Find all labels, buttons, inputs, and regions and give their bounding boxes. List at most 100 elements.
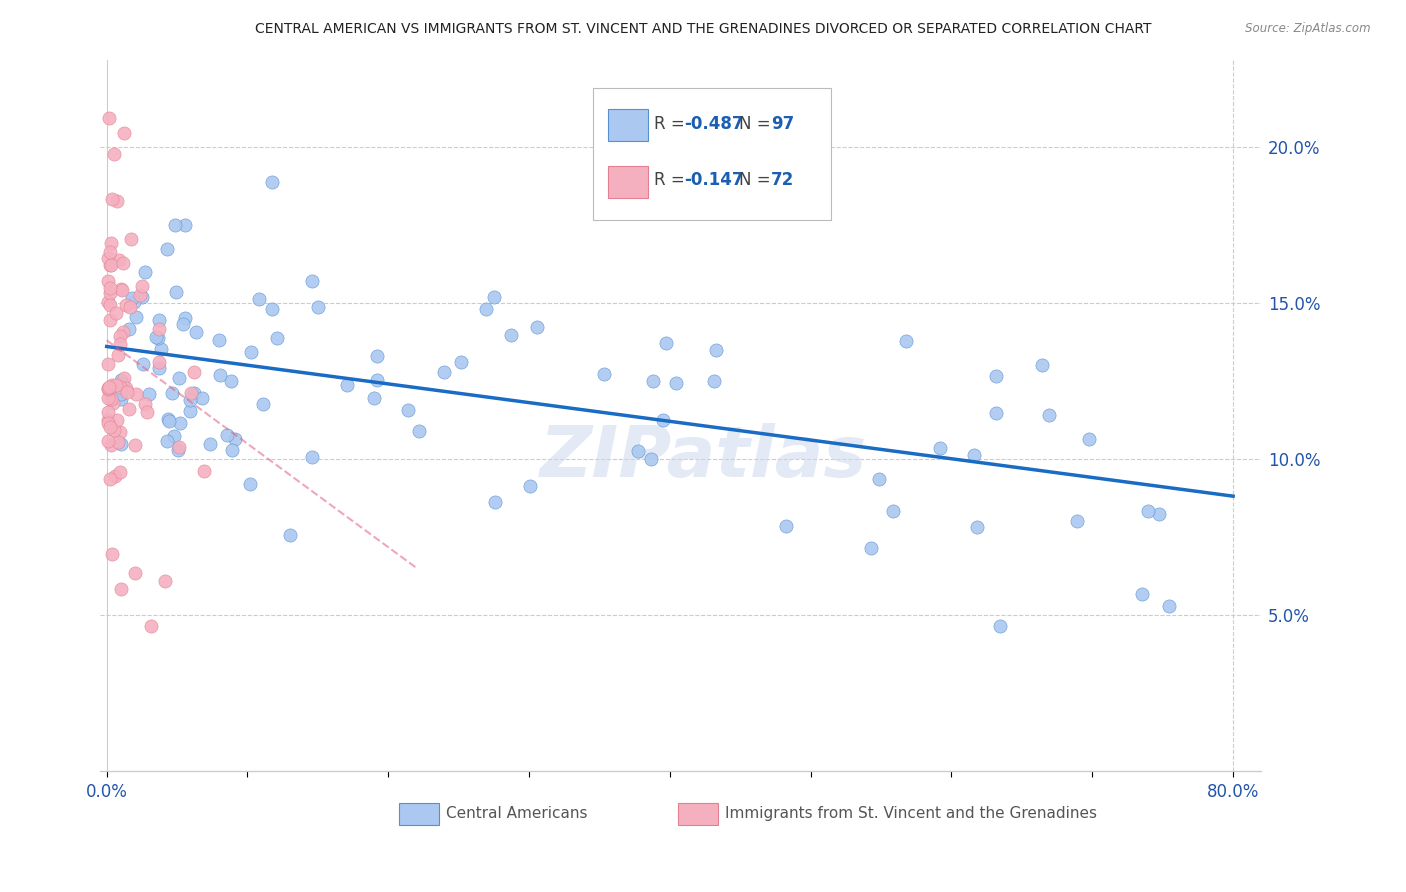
Point xyxy=(110,373,132,387)
Point xyxy=(704,343,727,357)
Point xyxy=(134,265,156,279)
Point xyxy=(108,329,131,343)
Point xyxy=(526,320,548,334)
Point xyxy=(166,442,188,457)
Point xyxy=(301,450,323,464)
Point xyxy=(97,357,120,371)
Point xyxy=(1078,432,1101,446)
Point xyxy=(107,434,129,449)
Point xyxy=(165,285,187,300)
Point xyxy=(129,288,152,302)
Point xyxy=(100,392,122,406)
Point xyxy=(180,386,202,401)
Point xyxy=(101,192,124,206)
Point xyxy=(266,331,288,345)
Point xyxy=(132,357,155,371)
Point xyxy=(163,218,186,232)
Point xyxy=(97,413,120,427)
Point xyxy=(221,442,243,457)
Point xyxy=(97,295,120,310)
Point xyxy=(100,258,122,272)
Point xyxy=(167,440,190,454)
Point xyxy=(191,391,214,405)
Point xyxy=(208,368,231,383)
Point xyxy=(219,374,242,388)
Point xyxy=(111,283,134,297)
Text: 97: 97 xyxy=(770,114,794,133)
Point xyxy=(301,274,323,288)
Point xyxy=(179,404,201,418)
Point xyxy=(136,405,159,419)
Text: R =: R = xyxy=(654,171,690,189)
Point xyxy=(174,219,197,233)
Point xyxy=(651,413,673,427)
Point xyxy=(1157,599,1180,613)
Text: 72: 72 xyxy=(770,171,794,189)
Point xyxy=(366,350,388,364)
Point xyxy=(105,194,128,208)
Point xyxy=(98,286,121,301)
Point xyxy=(110,582,132,597)
Text: N =: N = xyxy=(738,114,775,133)
Point xyxy=(193,464,215,478)
Point xyxy=(186,326,208,340)
Point xyxy=(118,322,141,336)
Point xyxy=(97,382,120,396)
Point xyxy=(896,334,918,348)
Point xyxy=(122,295,145,310)
Point xyxy=(336,377,359,392)
Text: Source: ZipAtlas.com: Source: ZipAtlas.com xyxy=(1246,22,1371,36)
Point xyxy=(450,354,472,368)
Point xyxy=(131,289,153,303)
Point xyxy=(1038,409,1060,423)
Text: Immigrants from St. Vincent and the Grenadines: Immigrants from St. Vincent and the Gren… xyxy=(724,806,1097,822)
Point xyxy=(665,376,688,390)
Point xyxy=(396,403,419,417)
FancyBboxPatch shape xyxy=(399,803,439,825)
Point xyxy=(160,385,183,400)
Point xyxy=(134,397,156,411)
Point xyxy=(125,386,148,401)
Point xyxy=(157,414,180,428)
Point xyxy=(988,619,1011,633)
Point xyxy=(157,412,180,426)
Point xyxy=(172,317,194,331)
Point xyxy=(167,371,190,385)
Point xyxy=(519,478,541,492)
Point xyxy=(97,275,120,289)
Point xyxy=(112,256,135,270)
Point xyxy=(183,365,205,379)
Point xyxy=(148,313,170,327)
Point xyxy=(703,374,725,388)
Text: ZIPatlas: ZIPatlas xyxy=(540,424,868,492)
Text: -0.487: -0.487 xyxy=(683,114,744,133)
Point xyxy=(103,423,125,437)
Point xyxy=(484,290,506,304)
Point xyxy=(108,380,131,394)
Point xyxy=(156,243,179,257)
Point xyxy=(408,425,430,439)
Point xyxy=(105,305,128,319)
Point xyxy=(98,281,121,295)
Point xyxy=(97,416,120,430)
Point xyxy=(111,377,134,392)
Point xyxy=(97,405,120,419)
Point xyxy=(484,494,506,508)
Point xyxy=(121,291,143,305)
Point xyxy=(882,504,904,518)
Text: R =: R = xyxy=(654,114,690,133)
Point xyxy=(98,111,121,125)
Point xyxy=(984,406,1007,420)
Point xyxy=(1130,587,1153,601)
Point xyxy=(98,258,121,272)
Point xyxy=(110,436,132,450)
Point xyxy=(110,387,132,401)
Point xyxy=(240,344,263,359)
Point xyxy=(103,147,125,161)
Point xyxy=(125,310,148,325)
Point xyxy=(98,298,121,312)
Point xyxy=(247,292,270,306)
Point xyxy=(100,236,122,251)
Point xyxy=(859,541,882,556)
Point xyxy=(1031,358,1053,372)
